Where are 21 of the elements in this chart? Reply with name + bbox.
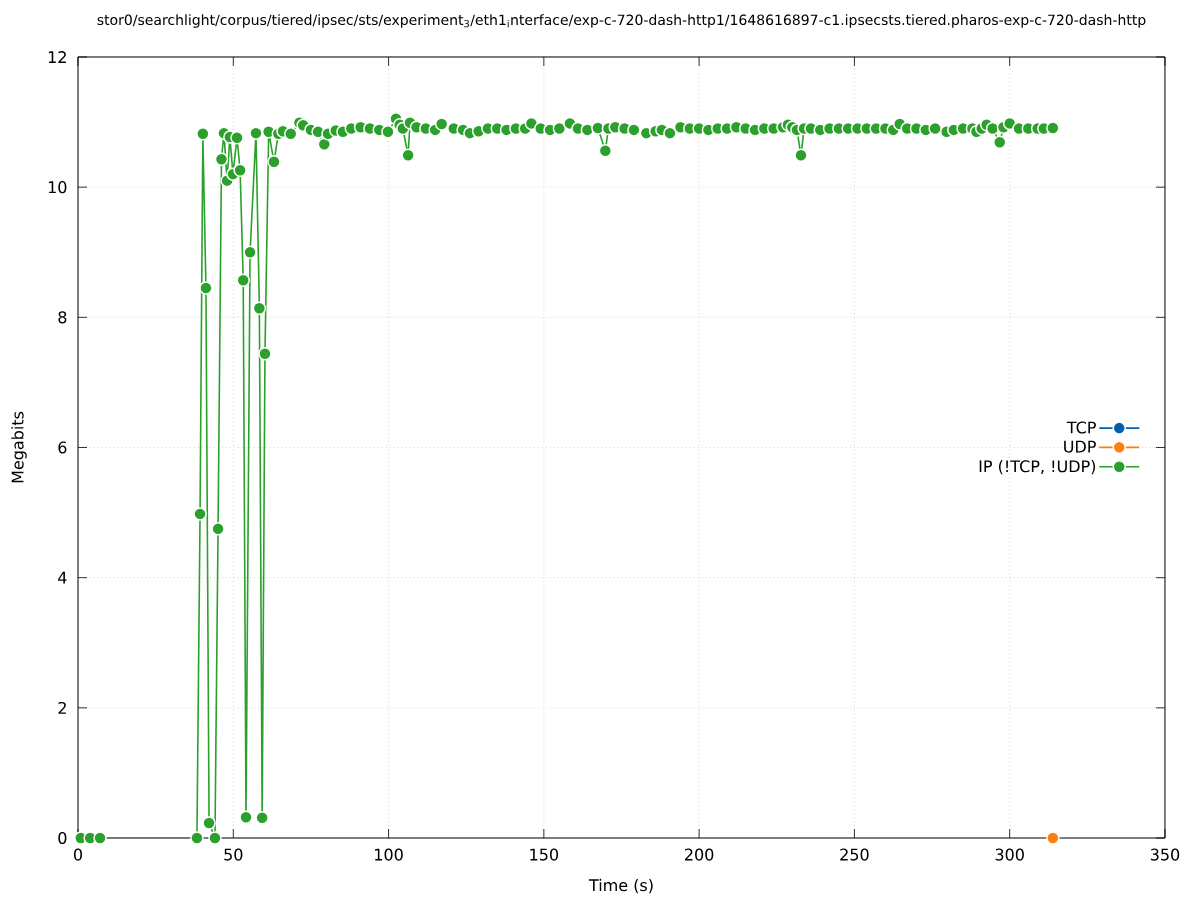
legend-label: TCP <box>1066 421 1096 434</box>
y-tick-label: 6 <box>58 441 67 454</box>
y-tick-label: 2 <box>58 701 66 714</box>
y-tick-label: 12 <box>48 51 66 63</box>
x-tick-label: 200 <box>685 848 714 861</box>
x-tick-label: 300 <box>995 848 1024 861</box>
x-tick-label: 0 <box>73 848 83 861</box>
x-axis-title: Time (s) <box>588 878 653 894</box>
x-tick-label: 50 <box>224 848 243 861</box>
y-tick-label: 0 <box>58 831 67 845</box>
x-tick-label: 350 <box>1150 848 1180 861</box>
y-tick-label: 4 <box>58 571 67 584</box>
x-tick-label: 150 <box>530 848 559 861</box>
y-tick-label: 10 <box>48 181 67 194</box>
y-tick-label: 8 <box>58 311 67 324</box>
legend-label: IP (!TCP, !UDP) <box>979 459 1096 475</box>
x-tick-label: 250 <box>840 848 869 861</box>
y-axis-title: Megabits <box>11 411 27 483</box>
x-tick-label: 100 <box>375 848 403 861</box>
legend-label: UDP <box>1064 440 1096 453</box>
chart-title: stor0/searchlight/corpus/tiered/ipsec/sts/experiment$_{3}$/eth1$_{i}$nterface/exp-c-720-dash-http1/1648616897-c1.ipsecsts.tiered.pharos-exp-c-720-dash-http <box>97 14 1146 28</box>
